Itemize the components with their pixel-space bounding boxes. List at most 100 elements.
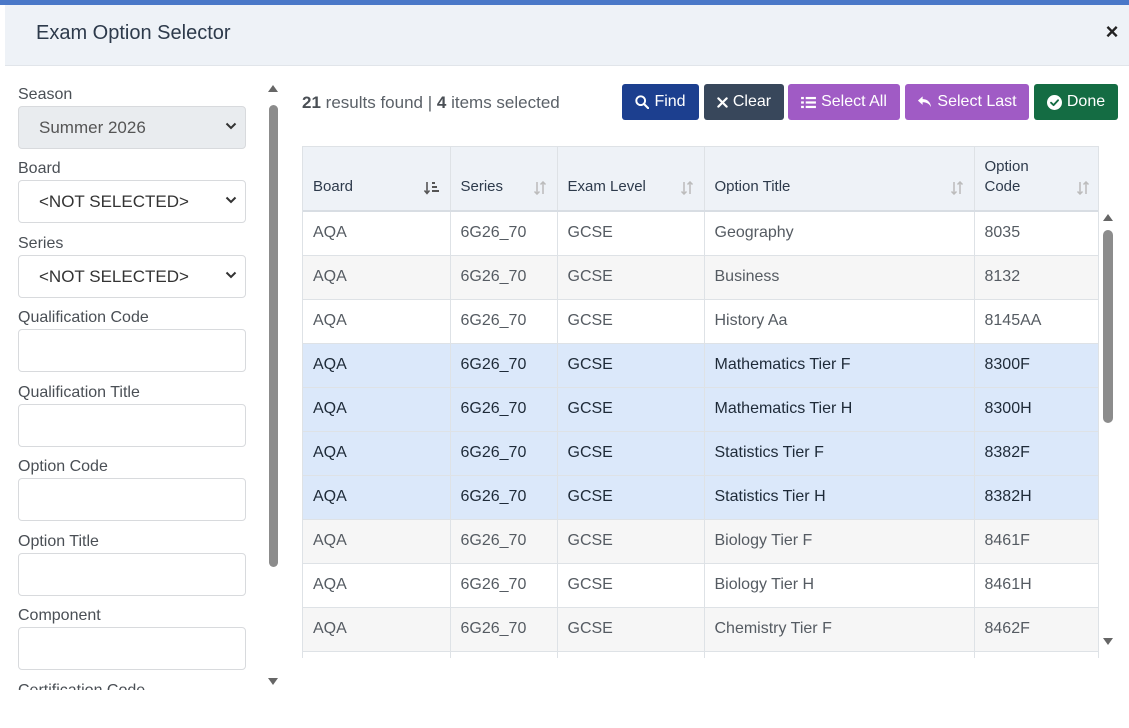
column-header-label: Option Title <box>714 178 791 195</box>
table-scroll-down-icon[interactable] <box>1103 638 1113 645</box>
option-code-input[interactable] <box>18 478 246 521</box>
option-code-cell: 8145AA <box>974 299 1098 344</box>
option-code-cell: 8300H <box>974 387 1098 432</box>
column-header-label: Series <box>460 178 504 195</box>
window-top-strip <box>0 0 1129 5</box>
exam-level-cell: GCSE <box>557 563 705 608</box>
board-field: Board <NOT SELECTED> <box>18 158 246 223</box>
board-cell: AQA <box>303 563 451 608</box>
exam-level-cell: GCSE <box>557 211 705 256</box>
certification-code-field: Certification Code <box>18 680 246 690</box>
series-select[interactable]: <NOT SELECTED> <box>18 255 246 298</box>
modal-title: Exam Option Selector <box>36 22 231 44</box>
board-cell: AQA <box>303 431 451 476</box>
results-text: results found <box>325 93 423 112</box>
certification-code-label: Certification Code <box>18 680 246 690</box>
chevron-down-icon <box>225 271 237 279</box>
select-last-button[interactable]: Select Last <box>905 84 1029 120</box>
modal-header: Exam Option Selector × <box>5 5 1129 66</box>
exam-level-cell: GCSE <box>557 343 705 388</box>
table-row[interactable]: AQA 6G26_70 GCSE Statistics Tier H 8382H <box>303 475 1098 520</box>
board-cell: AQA <box>303 255 451 300</box>
table-row[interactable] <box>303 651 1098 658</box>
component-field: Component <box>18 605 246 670</box>
season-selected-value: Summer 2026 <box>39 117 146 137</box>
board-cell: AQA <box>303 299 451 344</box>
series-selected-value: <NOT SELECTED> <box>39 266 189 286</box>
results-table: Board Series Exam Level Option Title <box>303 147 1098 658</box>
board-select[interactable]: <NOT SELECTED> <box>18 180 246 223</box>
option-code-cell: 8461H <box>974 563 1098 608</box>
option-title-cell: Mathematics Tier H <box>704 387 975 432</box>
exam-level-cell: GCSE <box>557 519 705 564</box>
sort-icon[interactable] <box>680 181 694 195</box>
clear-button[interactable]: Clear <box>704 84 784 120</box>
table-row[interactable]: AQA 6G26_70 GCSE Statistics Tier F 8382F <box>303 431 1098 476</box>
column-header-option-code[interactable]: Option Code <box>974 147 1098 212</box>
table-scroll-up-icon[interactable] <box>1103 214 1113 221</box>
sidebar-scroll-down-icon[interactable] <box>268 678 278 685</box>
exam-level-cell: GCSE <box>557 607 705 652</box>
select-all-button[interactable]: Select All <box>788 84 900 120</box>
column-header-series[interactable]: Series <box>450 147 558 212</box>
exam-level-cell: GCSE <box>557 431 705 476</box>
x-icon <box>717 96 728 108</box>
season-field: Season Summer 2026 <box>18 84 246 149</box>
board-cell: AQA <box>303 519 451 564</box>
table-row[interactable]: AQA 6G26_70 GCSE Chemistry Tier F 8462F <box>303 607 1098 652</box>
exam-level-cell: GCSE <box>557 299 705 344</box>
column-header-exam-level[interactable]: Exam Level <box>557 147 705 212</box>
table-header-row: Board Series Exam Level Option Title <box>303 147 1098 212</box>
series-cell: 6G26_70 <box>450 519 558 564</box>
option-code-cell: 8035 <box>974 211 1098 256</box>
summary-separator: | <box>427 93 433 112</box>
reply-arrow-icon <box>918 96 932 108</box>
option-code-cell: 8461F <box>974 519 1098 564</box>
chevron-down-icon <box>225 122 237 130</box>
find-label: Find <box>654 93 686 110</box>
option-title-input[interactable] <box>18 553 246 596</box>
results-count: 21 <box>302 93 321 112</box>
find-button[interactable]: Find <box>622 84 699 120</box>
table-row[interactable]: AQA 6G26_70 GCSE History Aa 8145AA <box>303 299 1098 344</box>
option-title-cell: History Aa <box>704 299 975 344</box>
done-button[interactable]: Done <box>1034 84 1118 120</box>
table-row[interactable]: AQA 6G26_70 GCSE Business 8132 <box>303 255 1098 300</box>
sort-icon[interactable] <box>950 181 964 195</box>
component-input[interactable] <box>18 627 246 670</box>
table-row[interactable]: AQA 6G26_70 GCSE Biology Tier F 8461F <box>303 519 1098 564</box>
column-header-label: Board <box>313 178 354 195</box>
column-header-option-title[interactable]: Option Title <box>704 147 975 212</box>
exam-level-cell: GCSE <box>557 475 705 520</box>
column-header-board[interactable]: Board <box>303 147 451 212</box>
board-cell: AQA <box>303 211 451 256</box>
option-title-cell: Chemistry Tier F <box>704 607 975 652</box>
table-row[interactable]: AQA 6G26_70 GCSE Mathematics Tier H 8300H <box>303 387 1098 432</box>
table-row[interactable]: AQA 6G26_70 GCSE Mathematics Tier F 8300F <box>303 343 1098 388</box>
search-icon <box>635 95 650 109</box>
series-label: Series <box>18 235 64 252</box>
sidebar-scroll-up-icon[interactable] <box>268 85 278 92</box>
sort-icon[interactable] <box>1076 181 1090 195</box>
board-cell: AQA <box>303 387 451 432</box>
close-icon[interactable]: × <box>1105 19 1119 44</box>
filter-sidebar: Season Summer 2026 Board <NOT SELECTED> Seri… <box>5 67 283 690</box>
sidebar-scrollbar-thumb[interactable] <box>269 105 278 567</box>
table-row[interactable]: AQA 6G26_70 GCSE Biology Tier H 8461H <box>303 563 1098 608</box>
qualification-code-input[interactable] <box>18 329 246 372</box>
option-title-cell: Biology Tier F <box>704 519 975 564</box>
sort-ascending-icon[interactable] <box>423 181 440 195</box>
option-title-cell: Statistics Tier H <box>704 475 975 520</box>
table-scrollbar-thumb[interactable] <box>1103 230 1113 423</box>
option-code-cell: 8132 <box>974 255 1098 300</box>
season-select: Summer 2026 <box>18 106 246 149</box>
series-cell: 6G26_70 <box>450 343 558 388</box>
qualification-title-label: Qualification Title <box>18 384 140 401</box>
series-cell: 6G26_70 <box>450 387 558 432</box>
qualification-title-input[interactable] <box>18 404 246 447</box>
table-row[interactable]: AQA 6G26_70 GCSE Geography 8035 <box>303 211 1098 256</box>
exam-option-selector-modal: Exam Option Selector × Season Summer 2026… <box>5 5 1129 728</box>
sort-icon[interactable] <box>533 181 547 195</box>
series-field: Series <NOT SELECTED> <box>18 233 246 298</box>
board-selected-value: <NOT SELECTED> <box>39 191 189 211</box>
